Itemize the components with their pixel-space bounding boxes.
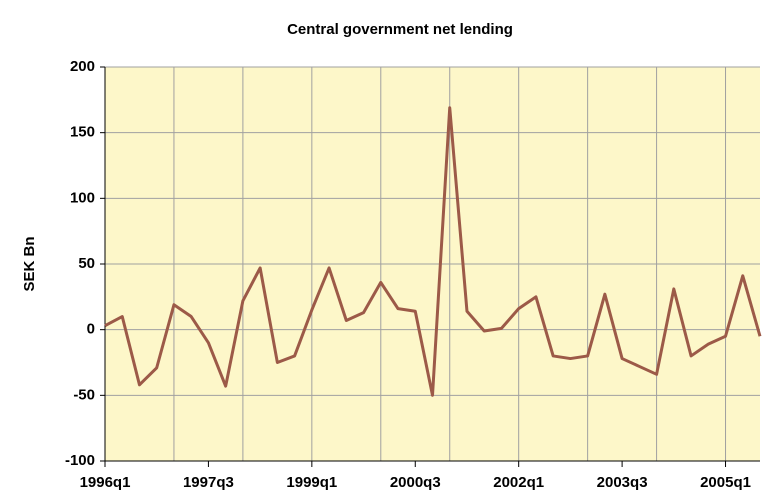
y-tick-label: 50: [78, 255, 95, 272]
x-tick-label: 1996q1: [80, 474, 131, 491]
chart-title: Central government net lending: [287, 21, 513, 38]
y-tick-label: 0: [87, 321, 95, 338]
y-tick-label: -100: [65, 452, 95, 469]
x-tick-label: 2003q3: [597, 474, 648, 491]
x-tick-label: 2000q3: [390, 474, 441, 491]
x-tick-label: 1999q1: [286, 474, 337, 491]
y-axis-label: SEK Bn: [21, 236, 38, 291]
y-tick-label: 150: [70, 124, 95, 141]
y-tick-label: 100: [70, 189, 95, 206]
y-tick-label: -50: [73, 386, 95, 403]
x-tick-label: 1997q3: [183, 474, 234, 491]
x-tick-label: 2005q1: [700, 474, 751, 491]
data-line: [104, 106, 762, 397]
y-tick-label: 200: [70, 58, 95, 75]
x-tick-label: 2002q1: [493, 474, 544, 491]
